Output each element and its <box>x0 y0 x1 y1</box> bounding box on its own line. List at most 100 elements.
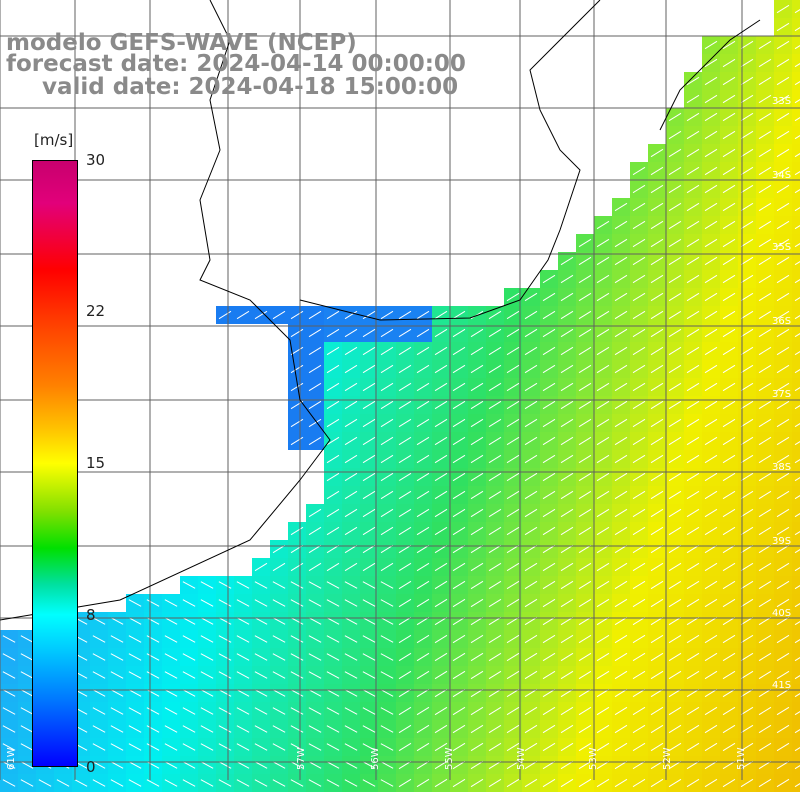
wind-arrow <box>668 472 682 482</box>
wind-arrow <box>542 742 556 752</box>
wind-arrow <box>344 526 358 536</box>
wind-arrow <box>668 184 682 194</box>
wind-arrow <box>218 671 232 679</box>
wind-arrow <box>776 58 790 68</box>
wind-arrow <box>398 508 412 518</box>
wind-arrow <box>344 310 358 320</box>
wind-arrow <box>758 364 772 374</box>
wind-arrow <box>128 617 142 625</box>
wind-arrow <box>704 418 718 428</box>
wind-arrow <box>254 581 268 589</box>
wind-arrow <box>524 706 538 716</box>
wind-arrow <box>560 418 574 428</box>
wind-arrow <box>344 635 358 643</box>
wind-arrow <box>470 364 484 374</box>
wind-arrow <box>470 436 484 446</box>
wind-arrow <box>650 508 664 518</box>
wind-arrow <box>722 292 736 302</box>
wind-arrow <box>794 711 800 716</box>
wind-arrow <box>560 760 574 770</box>
wind-arrow <box>164 779 178 787</box>
wind-arrow <box>434 490 448 500</box>
wind-arrow <box>146 671 160 679</box>
wind-arrow <box>776 184 790 194</box>
wind-arrow <box>380 472 394 482</box>
wind-arrow <box>704 562 718 572</box>
wind-arrow <box>308 689 322 697</box>
wind-arrow <box>20 779 34 787</box>
wind-arrow <box>434 562 448 572</box>
wind-arrow <box>686 382 700 392</box>
wind-arrow <box>650 418 664 428</box>
wind-arrow <box>794 423 800 428</box>
wind-arrow <box>740 688 754 698</box>
wind-arrow <box>452 490 466 500</box>
wind-arrow <box>326 581 340 589</box>
wind-arrow <box>560 364 574 374</box>
wind-arrow <box>362 581 376 589</box>
wind-arrow <box>650 274 664 284</box>
wind-arrow <box>686 328 700 338</box>
wind-arrow <box>740 220 754 230</box>
wind-arrow <box>308 364 322 374</box>
wind-arrow <box>704 544 718 554</box>
wind-arrow <box>416 670 430 680</box>
wind-arrow <box>560 400 574 410</box>
wind-arrow <box>416 616 430 626</box>
wind-arrow <box>200 635 214 643</box>
wind-arrow <box>272 310 286 320</box>
wind-arrow <box>614 454 628 464</box>
wind-arrow <box>722 598 736 608</box>
wind-arrow <box>632 562 646 572</box>
wind-arrow <box>722 760 736 770</box>
wind-arrow <box>2 725 16 733</box>
wind-arrow <box>632 382 646 392</box>
wind-arrow <box>92 725 106 733</box>
wind-arrow <box>596 220 610 230</box>
wind-arrow <box>452 706 466 716</box>
wind-arrow <box>794 27 800 32</box>
wind-arrow <box>2 707 16 715</box>
wind-arrow <box>362 364 376 374</box>
wind-arrow <box>272 562 286 572</box>
wind-arrow <box>578 436 592 446</box>
wind-arrow <box>488 580 502 590</box>
wind-arrow <box>722 256 736 266</box>
wind-arrow <box>614 544 628 554</box>
wind-arrow <box>452 454 466 464</box>
wind-arrow <box>542 454 556 464</box>
wind-arrow <box>506 418 520 428</box>
wind-arrow <box>416 526 430 536</box>
wind-arrow <box>524 292 538 302</box>
wind-arrow <box>290 761 304 769</box>
wind-arrow <box>362 779 376 787</box>
wind-arrow <box>218 743 232 751</box>
wind-cell <box>792 108 800 126</box>
wind-arrow <box>686 94 700 104</box>
wind-arrow <box>452 436 466 446</box>
wind-arrow <box>794 189 800 194</box>
wind-arrow <box>758 580 772 590</box>
wind-arrow <box>434 778 448 788</box>
wind-arrow <box>2 653 16 661</box>
wind-arrow <box>110 653 124 661</box>
wind-arrow <box>506 508 520 518</box>
wind-arrow <box>380 725 394 733</box>
wind-arrow <box>740 76 754 86</box>
wind-arrow <box>362 725 376 733</box>
wind-arrow <box>794 279 800 284</box>
wind-arrow <box>272 725 286 733</box>
wind-arrow <box>290 725 304 733</box>
wind-arrow <box>200 779 214 787</box>
wind-arrow <box>398 346 412 356</box>
wind-arrow <box>794 729 800 734</box>
wind-arrow <box>92 743 106 751</box>
wind-arrow <box>524 508 538 518</box>
wind-arrow <box>362 653 376 661</box>
wind-arrow <box>488 436 502 446</box>
wind-arrow <box>758 418 772 428</box>
wind-arrow <box>650 184 664 194</box>
wind-arrow <box>596 760 610 770</box>
wind-arrow <box>164 707 178 715</box>
wind-arrow <box>452 400 466 410</box>
